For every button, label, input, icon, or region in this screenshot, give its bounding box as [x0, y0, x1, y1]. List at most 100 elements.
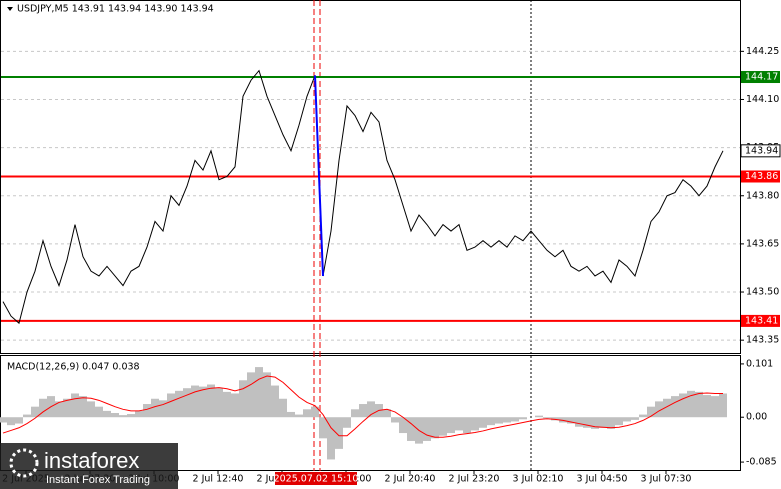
histogram-bar: [351, 409, 359, 418]
histogram-bar: [311, 406, 319, 418]
histogram-bar: [327, 417, 335, 460]
histogram-bar: [127, 414, 135, 418]
y-tick-label: 144.25: [746, 46, 779, 57]
histogram-bar: [407, 417, 415, 441]
histogram-bar: [367, 401, 375, 418]
histogram-bar: [335, 417, 343, 449]
macd-frame: [0, 355, 741, 471]
logo: instaforex Instant Forex Trading: [0, 443, 178, 489]
histogram-bar: [239, 380, 247, 418]
histogram-bar: [551, 417, 559, 421]
histogram-bar: [679, 393, 687, 418]
level-label: 144.17: [745, 72, 778, 83]
y-tick-label: 143.65: [746, 238, 779, 249]
plot-layer: 144.25144.10143.95143.80143.65143.50143.…: [0, 46, 781, 485]
histogram-bar: [431, 417, 439, 439]
histogram-bar: [287, 411, 295, 418]
main-frame: [0, 0, 741, 354]
histogram-bar: [343, 417, 351, 428]
histogram-bar: [319, 417, 327, 439]
y-tick-label: -0.085: [746, 457, 777, 468]
histogram-bar: [703, 395, 711, 418]
histogram-bar: [95, 406, 103, 418]
x-tick-label: 2 Jul 23:20: [449, 474, 500, 485]
last-price-bg: [740, 144, 781, 158]
x-tick-label: 2 Jul 12:40: [193, 474, 244, 485]
histogram-bar: [207, 384, 215, 418]
x-tick-label: 3 Jul 04:50: [577, 474, 628, 485]
histogram-bar: [39, 398, 47, 418]
x-tick-label: 2 Jul 20:40: [385, 474, 436, 485]
histogram-bar: [687, 390, 695, 418]
level-label-bg: [741, 71, 780, 84]
histogram-bar: [511, 417, 519, 422]
histogram-bar: [151, 398, 159, 418]
histogram-bar: [143, 404, 151, 418]
histogram-bar: [55, 401, 63, 418]
histogram-bar: [399, 417, 407, 434]
histogram-bar: [495, 417, 503, 424]
histogram-bar: [615, 417, 623, 426]
histogram-bar: [695, 391, 703, 418]
histogram-bar: [79, 396, 87, 418]
histogram-bar: [471, 417, 479, 431]
price-line: [2, 69, 724, 325]
histogram-bar: [663, 398, 671, 418]
histogram-bar: [159, 400, 167, 418]
histogram-bar: [543, 417, 551, 419]
histogram-bar: [111, 413, 119, 418]
histogram-bar: [0, 417, 7, 423]
histogram-bar: [567, 417, 575, 424]
chart-title: USDJPY,M5 143.91 143.94 143.90 143.94: [17, 4, 214, 15]
histogram-bar: [119, 415, 127, 418]
y-tick-label: 143.50: [746, 287, 779, 298]
histogram-bar: [167, 393, 175, 418]
histogram-bar: [87, 401, 95, 418]
histogram-bar: [231, 393, 239, 418]
histogram-bar: [711, 396, 719, 418]
level-label-bg: [741, 170, 780, 183]
level-label-bg: [741, 314, 780, 327]
histogram-bar: [103, 410, 111, 418]
histogram-bar: [223, 391, 231, 418]
histogram-bar: [631, 417, 639, 420]
menu-arrow: [7, 7, 13, 11]
histogram-bar: [607, 417, 615, 429]
histogram-bar: [383, 409, 391, 418]
cursor-label-bg: [275, 472, 357, 485]
histogram-bar: [719, 393, 727, 418]
logo-tagline: Instant Forex Trading: [46, 474, 150, 486]
histogram-bar: [135, 410, 143, 418]
histogram-bar: [487, 417, 495, 426]
histogram-bar: [583, 417, 591, 428]
histogram-bar: [535, 415, 543, 418]
histogram-bar: [391, 417, 399, 423]
histogram-bar: [63, 398, 71, 418]
histogram-bar: [255, 367, 263, 418]
logo-name: instaforex: [44, 448, 139, 473]
histogram-bar: [647, 406, 655, 418]
histogram-bar: [175, 390, 183, 418]
histogram-bar: [271, 385, 279, 418]
histogram-bar: [295, 414, 303, 418]
y-tick-label: 143.80: [746, 190, 779, 201]
last-price-label: 143.94: [745, 145, 778, 156]
histogram-bar: [623, 417, 631, 422]
y-tick-label: 0.101: [746, 358, 773, 369]
histogram-bar: [671, 396, 679, 418]
histogram-bar: [447, 417, 455, 434]
histogram-bar: [263, 372, 271, 418]
histogram-bar: [199, 386, 207, 418]
histogram-bar: [23, 414, 31, 418]
histogram-bar: [303, 409, 311, 418]
histogram-bar: [575, 417, 583, 427]
histogram-bar: [7, 417, 15, 426]
histogram-bar: [463, 417, 471, 434]
histogram-bar: [423, 417, 431, 441]
histogram-bar: [591, 417, 599, 429]
histogram-bar: [15, 417, 23, 424]
histogram-bar: [599, 417, 607, 428]
histogram-bar: [215, 388, 223, 418]
histogram-bar: [71, 393, 79, 418]
